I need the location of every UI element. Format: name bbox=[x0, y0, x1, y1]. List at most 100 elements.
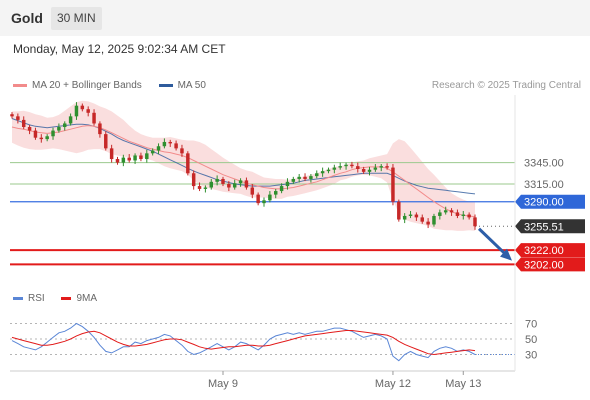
candle-body bbox=[227, 183, 231, 188]
level-tag-3290.00 bbox=[515, 194, 585, 209]
candle-body bbox=[420, 217, 424, 222]
forecast-arrow bbox=[477, 227, 508, 256]
candle-body bbox=[174, 143, 178, 149]
candle-body bbox=[21, 119, 26, 128]
timeframe-button[interactable]: 30 MIN bbox=[51, 7, 102, 30]
candle-body bbox=[402, 215, 407, 220]
candle-body bbox=[39, 137, 44, 140]
instrument-title: Gold bbox=[11, 10, 43, 26]
candle-body bbox=[238, 180, 243, 184]
candle-body bbox=[303, 176, 307, 179]
candle-body bbox=[10, 114, 14, 117]
x-tick-label-May-13: May 13 bbox=[445, 378, 481, 390]
candle-body bbox=[133, 155, 137, 161]
candle-body bbox=[215, 178, 219, 182]
candle-body bbox=[391, 167, 395, 202]
candle-body bbox=[408, 214, 413, 216]
candle-body bbox=[191, 173, 196, 187]
candle-body bbox=[367, 169, 372, 172]
candle-body bbox=[139, 155, 143, 160]
x-tick-label-May-9: May 9 bbox=[208, 378, 238, 390]
legend-9ma: 9MA bbox=[61, 293, 97, 304]
candle-body bbox=[45, 136, 49, 140]
candle-body bbox=[168, 141, 172, 144]
candle-body bbox=[98, 123, 102, 135]
candle-body bbox=[127, 157, 131, 161]
candle-body bbox=[449, 210, 454, 213]
level-label-3202.00: 3202.00 bbox=[524, 259, 564, 271]
candle-body bbox=[467, 214, 471, 218]
rsi-tick-50: 50 bbox=[525, 334, 537, 346]
candle-body bbox=[338, 166, 342, 168]
level-label-3290.00: 3290.00 bbox=[524, 197, 564, 209]
rsi-swatch bbox=[13, 296, 23, 300]
candle-body bbox=[438, 212, 442, 216]
candle-body bbox=[63, 123, 67, 128]
legend-ma20-label: MA 20 + Bollinger Bands bbox=[32, 80, 142, 91]
legend-9ma-label: 9MA bbox=[76, 293, 98, 304]
candle-body bbox=[150, 150, 155, 154]
bollinger-band bbox=[12, 100, 475, 231]
ma50-swatch bbox=[158, 83, 173, 87]
candle-body bbox=[297, 176, 301, 179]
candle-body bbox=[361, 169, 366, 172]
candle-body bbox=[315, 173, 319, 177]
candle-body bbox=[109, 148, 114, 160]
level-label-3255.51: 3255.51 bbox=[524, 221, 564, 233]
candle-body bbox=[285, 181, 290, 187]
research-credit: Research © 2025 Trading Central bbox=[431, 80, 581, 91]
candle-body bbox=[379, 166, 383, 168]
candle-body bbox=[162, 141, 167, 147]
level-tag-3222.00 bbox=[515, 243, 585, 258]
candle-body bbox=[356, 166, 360, 169]
candle-body bbox=[279, 186, 284, 192]
candle-body bbox=[221, 178, 225, 184]
candle-body bbox=[273, 191, 278, 195]
candle-body bbox=[232, 183, 237, 188]
candle-body bbox=[57, 127, 61, 131]
candle-body bbox=[309, 176, 313, 179]
level-label-3315.00: 3315.00 bbox=[524, 179, 564, 191]
9ma-swatch bbox=[61, 296, 72, 300]
legend-ma50-label: MA 50 bbox=[177, 80, 206, 91]
candle-body bbox=[86, 109, 90, 113]
candle-body bbox=[115, 159, 120, 163]
ma20-line bbox=[11, 125, 476, 218]
x-tick-label-May-12: May 12 bbox=[375, 378, 411, 390]
rsi-9ma-line bbox=[11, 330, 476, 356]
candle-body bbox=[92, 112, 96, 124]
candle-body bbox=[80, 105, 85, 110]
candle-body bbox=[443, 210, 448, 213]
candle-body bbox=[156, 146, 161, 151]
candle-body bbox=[186, 153, 190, 174]
forecast-arrow-head bbox=[500, 248, 512, 261]
timestamp: Monday, May 12, 2025 9:02:34 AM CET bbox=[13, 42, 226, 56]
candle-body bbox=[326, 169, 331, 172]
level-tag-3255.51 bbox=[515, 219, 585, 234]
candle-body bbox=[209, 181, 214, 188]
rsi-tick-30: 30 bbox=[525, 350, 537, 362]
candle-body bbox=[197, 186, 202, 189]
candle-body bbox=[121, 157, 126, 163]
candle-body bbox=[104, 134, 108, 149]
rsi-tick-70: 70 bbox=[525, 319, 537, 331]
candle-body bbox=[180, 148, 184, 154]
legend-rsi-label: RSI bbox=[28, 293, 45, 304]
candle-body bbox=[33, 130, 38, 138]
candle-body bbox=[426, 221, 430, 225]
candle-body bbox=[51, 130, 55, 137]
candle-body bbox=[250, 187, 255, 195]
price-legend: MA 20 + Bollinger Bands MA 50 bbox=[13, 80, 220, 91]
candle-body bbox=[332, 167, 337, 170]
candle-body bbox=[385, 166, 389, 168]
candle-body bbox=[461, 214, 466, 216]
candle-body bbox=[203, 187, 208, 189]
candle-body bbox=[344, 164, 348, 167]
candle-body bbox=[68, 116, 73, 124]
candle-body bbox=[373, 167, 378, 170]
candle-body bbox=[262, 200, 266, 204]
candle-body bbox=[473, 217, 477, 227]
legend-rsi: RSI bbox=[13, 293, 45, 304]
